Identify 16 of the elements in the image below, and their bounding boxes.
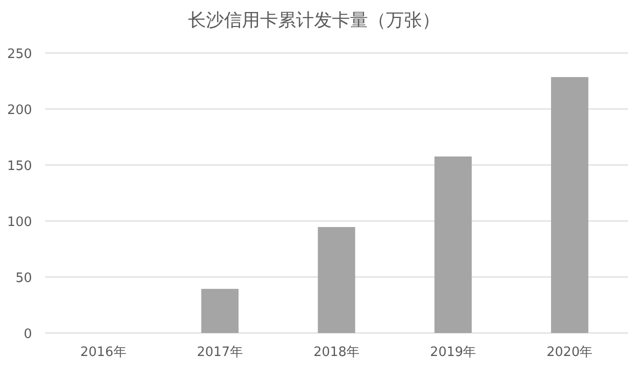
y-tick-label: 200	[7, 103, 32, 118]
x-tick-label: 2016年	[80, 345, 126, 360]
y-tick-label: 150	[7, 159, 32, 174]
x-tick-label: 2019年	[430, 345, 476, 360]
y-tick-label: 100	[7, 215, 32, 230]
y-tick-label: 50	[15, 271, 32, 286]
bar	[201, 288, 239, 333]
bar	[318, 227, 356, 333]
bar	[434, 156, 472, 333]
chart-title: 长沙信用卡累计发卡量（万张）	[188, 10, 440, 31]
x-tick-label: 2018年	[313, 345, 360, 360]
bar	[551, 77, 588, 333]
y-tick-label: 0	[24, 327, 32, 342]
x-tick-label: 2017年	[196, 345, 243, 360]
x-tick-label: 2020年	[546, 345, 593, 360]
y-tick-label: 250	[7, 47, 32, 62]
